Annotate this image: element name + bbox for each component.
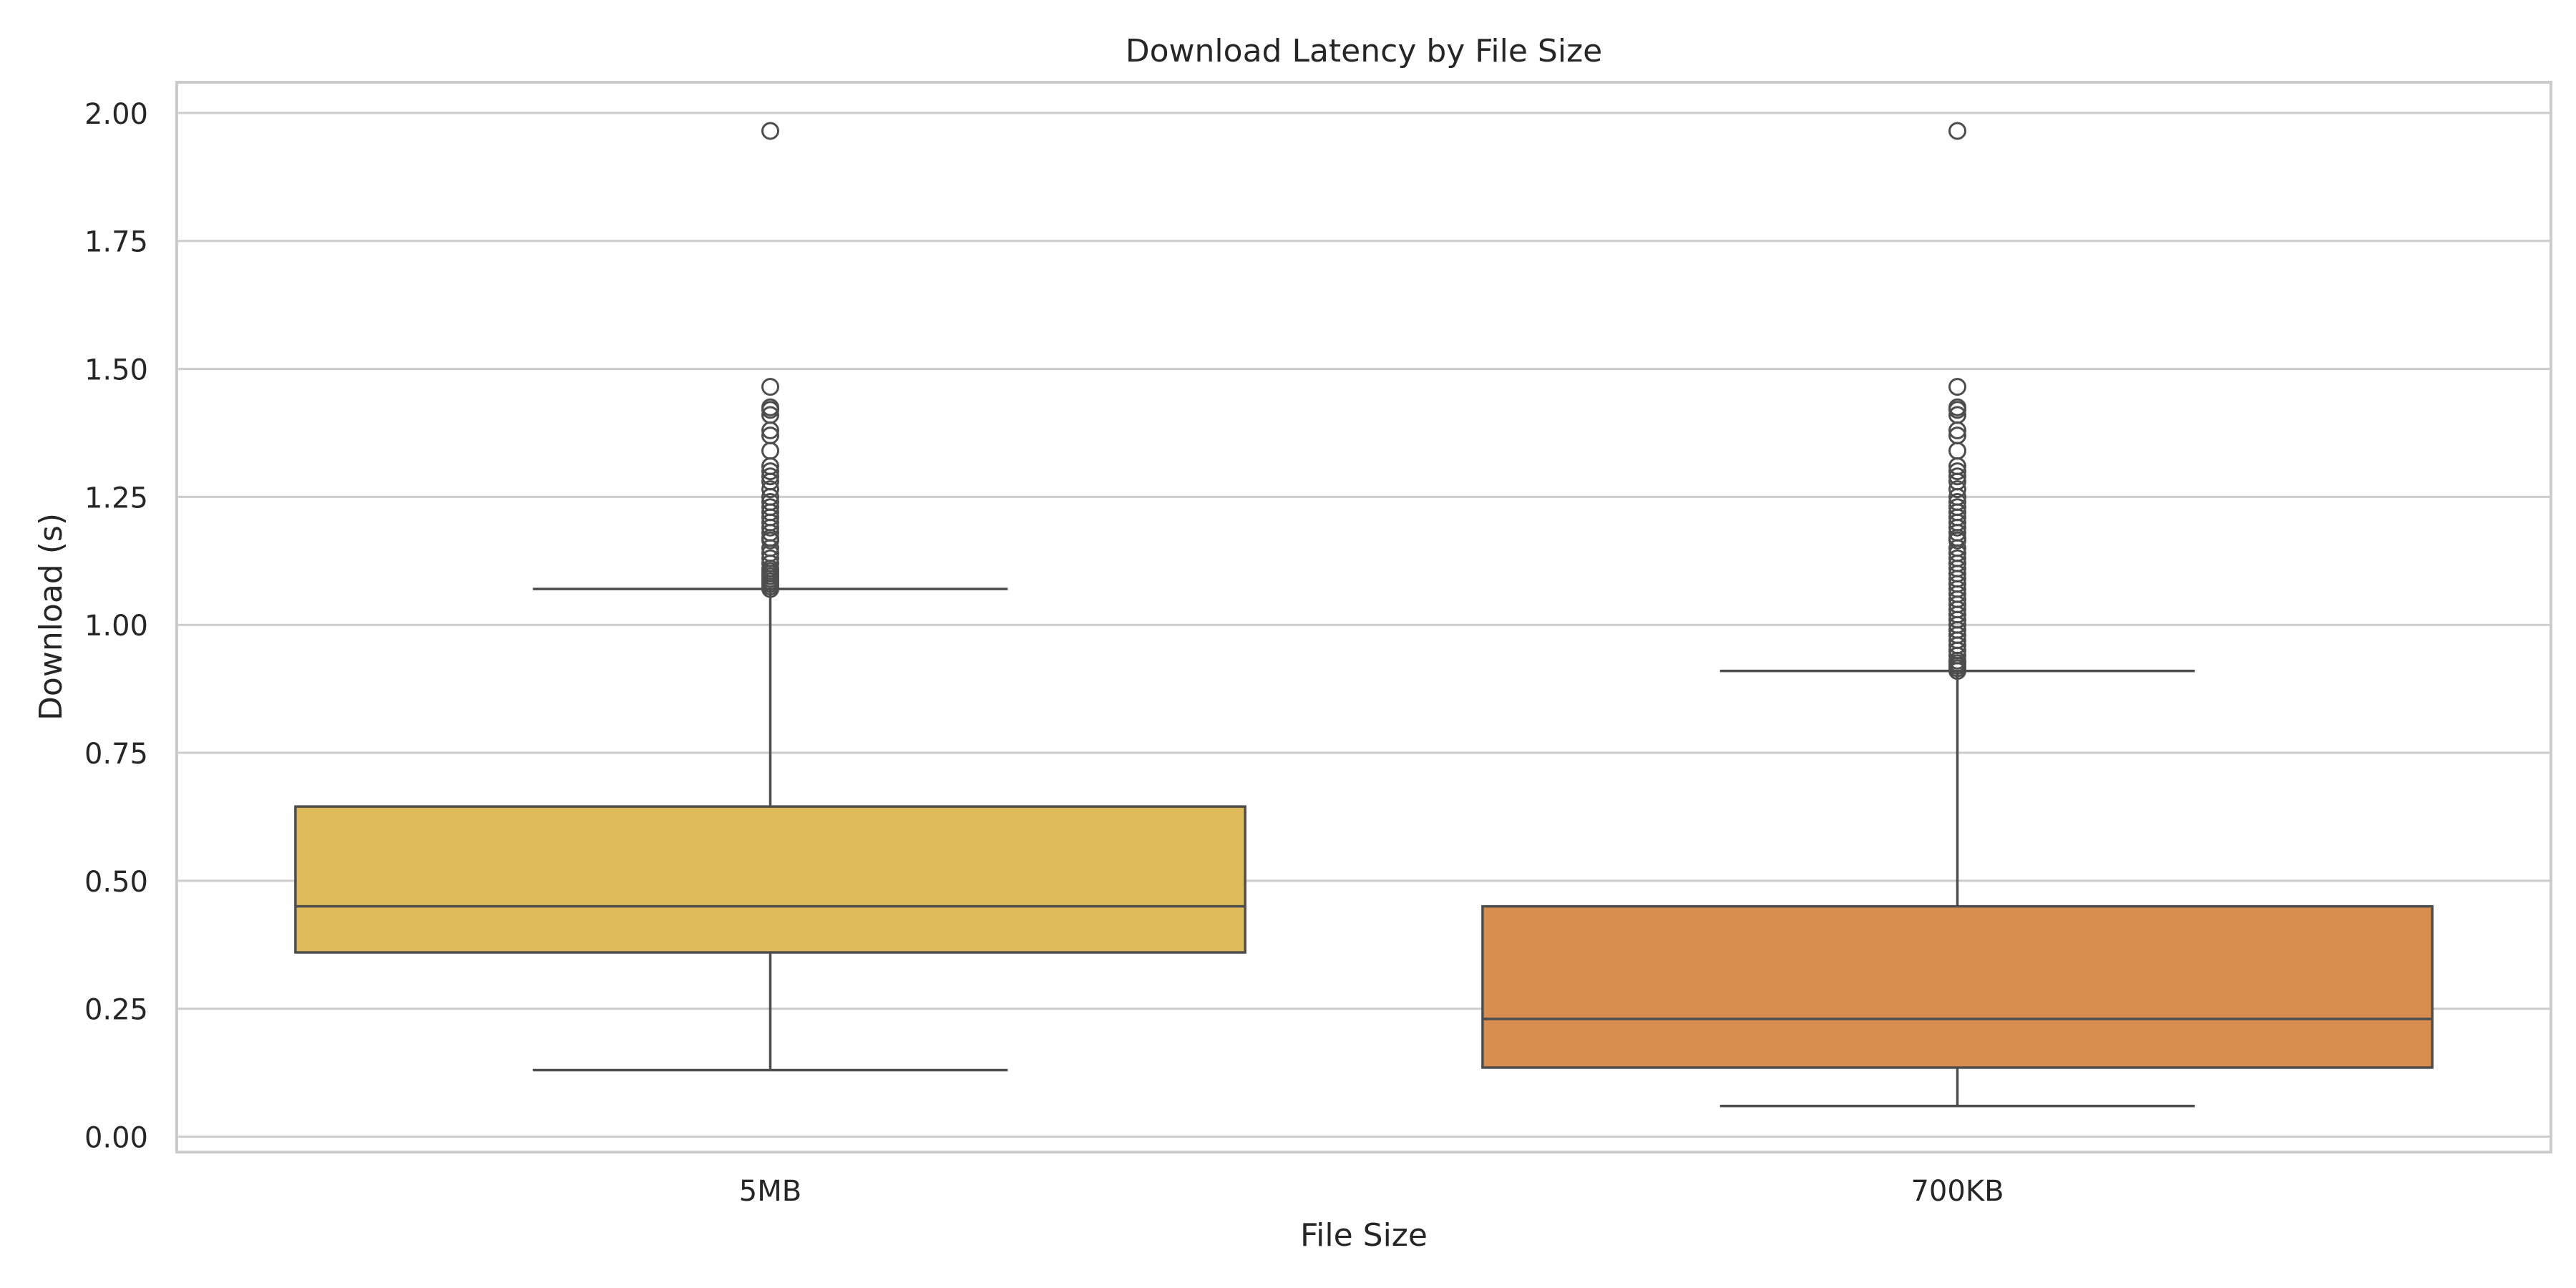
x-tick-label: 5MB (739, 1175, 801, 1208)
y-tick-label: 1.75 (84, 226, 148, 259)
outlier-point (761, 406, 779, 424)
outlier-point (1948, 462, 1966, 481)
outlier-point (761, 426, 779, 445)
outlier-point (761, 549, 779, 567)
y-tick-label: 0.00 (84, 1122, 148, 1155)
y-tick-label: 1.50 (84, 354, 148, 387)
y-tick-label: 1.00 (84, 610, 148, 643)
outlier-point (1948, 378, 1966, 396)
plot-frame (175, 81, 2552, 1153)
outlier-point (1948, 122, 1966, 140)
chart-title: Download Latency by File Size (1126, 33, 1603, 69)
outlier-point (1948, 426, 1966, 445)
y-tick-label: 1.25 (84, 482, 148, 514)
outlier-point (1948, 467, 1966, 486)
outlier-point (1948, 406, 1966, 424)
y-tick-label: 0.25 (84, 994, 148, 1027)
boxes (294, 122, 2434, 1108)
box-group-700kb (1481, 122, 2434, 1108)
outlier-point (761, 378, 779, 396)
iqr-box (294, 805, 1246, 954)
x-tick-labels: 5MB 700KB (739, 1175, 2004, 1208)
outlier-point (761, 493, 779, 512)
outlier-point (1948, 480, 1966, 499)
y-axis-label: Download (s) (33, 513, 69, 721)
y-tick-labels: 0.00 0.25 0.50 0.75 1.00 1.25 1.50 1.75 2.00 (84, 98, 148, 1155)
outlier-point (1948, 398, 1966, 416)
outlier-point (761, 122, 779, 140)
y-tick-label: 2.00 (84, 98, 148, 131)
iqr-box (1481, 904, 2434, 1069)
outlier-point (761, 398, 779, 416)
x-tick-label: 700KB (1911, 1175, 2004, 1208)
outlier-point (1948, 493, 1966, 512)
outlier-point (761, 462, 779, 481)
outlier-point (1948, 549, 1966, 567)
x-axis-label: File Size (1300, 1217, 1428, 1254)
outlier-point (761, 467, 779, 486)
y-tick-label: 0.50 (84, 866, 148, 899)
outlier-point (761, 480, 779, 499)
outlier-point (1948, 498, 1966, 517)
y-tick-label: 0.75 (84, 738, 148, 771)
outlier-point (761, 498, 779, 517)
box-group-5mb (294, 122, 1246, 1072)
